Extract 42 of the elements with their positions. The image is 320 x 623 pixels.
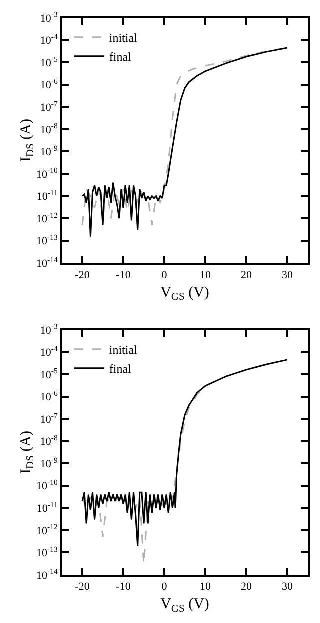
- y-tick-label: 10$^{-11}$: [36, 188, 58, 204]
- y-tick-label: 10$^{-10}$: [36, 478, 58, 493]
- x-tick-label: -20: [75, 581, 90, 594]
- x-axis-title: V$_{GS}$ (V): [160, 596, 210, 615]
- x-tick-label: 0: [162, 581, 168, 594]
- x-axis-title: V$_{GS}$ (V): [160, 284, 210, 303]
- legend-label: initial: [109, 343, 138, 357]
- y-tick-label: 10$^{-4}$: [40, 344, 58, 360]
- legend-label: final: [109, 362, 132, 376]
- y-tick-label: 10$^{-6}$: [40, 77, 58, 92]
- y-tick-label: 10$^{-12}$: [36, 522, 58, 538]
- y-tick-label: 10$^{-7}$: [40, 99, 58, 114]
- x-tick-label: 0: [162, 269, 168, 282]
- x-tick-label: 10: [200, 581, 212, 594]
- y-tick-label: 10$^{-4}$: [40, 32, 58, 48]
- y-tick-label: 10$^{-3}$: [40, 10, 58, 25]
- y-tick-label: 10$^{-8}$: [40, 434, 58, 448]
- x-tick-label: -20: [75, 269, 90, 282]
- y-tick-label: 10$^{-12}$: [36, 210, 58, 226]
- x-tick-label: -10: [116, 581, 132, 594]
- y-tick-label: 10$^{-14}$: [36, 255, 58, 270]
- x-tick-label: -10: [116, 269, 132, 282]
- y-tick-label: 10$^{-13}$: [36, 544, 58, 560]
- x-tick-label: 10: [200, 269, 212, 282]
- y-tick-label: 10$^{-3}$: [40, 322, 58, 337]
- y-tick-label: 10$^{-9}$: [40, 456, 58, 470]
- y-tick-label: 10$^{-8}$: [40, 122, 58, 136]
- y-tick-label: 10$^{-10}$: [36, 166, 58, 181]
- x-tick-label: 30: [282, 269, 294, 282]
- y-tick-label: 10$^{-5}$: [40, 366, 58, 382]
- y-tick-label: 10$^{-11}$: [36, 500, 58, 516]
- y-tick-label: 10$^{-13}$: [36, 233, 58, 248]
- y-tick-label: 10$^{-6}$: [40, 388, 58, 404]
- y-tick-label: 10$^{-9}$: [40, 144, 58, 159]
- x-tick-label: 20: [241, 581, 252, 594]
- y-tick-label: 10$^{-7}$: [40, 411, 58, 426]
- y-tick-label: 10$^{-5}$: [40, 54, 58, 70]
- legend-label: final: [109, 50, 132, 64]
- x-tick-label: 30: [282, 581, 294, 594]
- x-tick-label: 20: [241, 269, 252, 282]
- y-tick-label: 10$^{-14}$: [36, 567, 58, 582]
- legend-label: initial: [109, 31, 138, 46]
